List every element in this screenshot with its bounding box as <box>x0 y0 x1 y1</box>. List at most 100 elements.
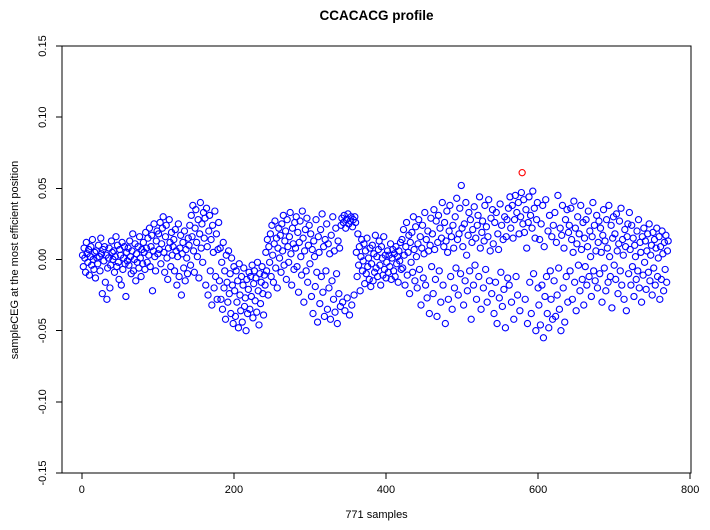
data-point <box>481 201 489 210</box>
data-point <box>415 215 423 224</box>
data-point <box>376 261 384 269</box>
data-point <box>262 248 270 257</box>
data-point <box>355 243 364 251</box>
data-point <box>404 248 412 257</box>
data-point <box>507 298 516 306</box>
data-point <box>650 264 658 272</box>
data-point <box>551 312 560 321</box>
data-point <box>644 268 653 276</box>
x-tick-label: 600 <box>529 484 547 496</box>
data-point <box>269 278 278 286</box>
data-point <box>297 253 305 261</box>
data-point <box>357 253 365 261</box>
data-point <box>535 235 544 244</box>
data-point <box>592 247 600 255</box>
data-point <box>613 247 621 255</box>
data-point <box>199 258 207 266</box>
data-point <box>483 298 491 306</box>
data-point <box>132 250 141 258</box>
data-point <box>556 224 564 232</box>
data-point <box>506 193 514 201</box>
data-point <box>628 221 636 229</box>
data-point <box>333 319 341 328</box>
data-point <box>450 284 459 292</box>
data-point <box>356 287 364 295</box>
data-point <box>287 250 295 258</box>
data-point <box>650 235 659 244</box>
data-point <box>260 271 268 279</box>
data-point <box>449 221 457 229</box>
data-point <box>286 208 294 217</box>
data-point <box>603 244 611 252</box>
data-point <box>94 260 102 268</box>
data-point <box>525 193 533 201</box>
data-point <box>232 267 240 275</box>
data-point <box>335 290 343 298</box>
data-point <box>654 254 662 262</box>
data-point <box>313 268 321 276</box>
data-point <box>568 295 576 304</box>
data-point <box>348 301 356 309</box>
data-point <box>512 272 520 281</box>
data-point <box>626 245 634 254</box>
data-point <box>578 275 586 284</box>
data-point <box>637 298 646 306</box>
data-point <box>234 277 242 285</box>
data-point <box>503 215 511 224</box>
data-point <box>279 211 287 220</box>
data-point <box>508 201 516 210</box>
data-point <box>601 237 609 245</box>
data-point <box>183 254 191 262</box>
data-point <box>470 203 478 211</box>
data-point <box>314 233 322 241</box>
data-point <box>484 233 492 241</box>
data-point <box>305 221 313 229</box>
data-point <box>526 211 535 220</box>
data-point <box>583 281 591 289</box>
data-point <box>492 208 500 217</box>
data-point <box>345 311 354 319</box>
data-point <box>591 277 599 285</box>
data-point <box>596 224 605 232</box>
data-point <box>227 254 236 262</box>
data-point <box>561 318 569 326</box>
data-point <box>615 217 624 225</box>
data-point <box>285 258 293 266</box>
data-point <box>269 251 277 259</box>
data-point <box>145 224 154 232</box>
data-point <box>416 233 424 241</box>
data-point <box>321 235 329 244</box>
data-point <box>307 292 316 301</box>
data-point <box>553 291 561 299</box>
data-point <box>594 238 602 247</box>
data-point <box>316 299 324 308</box>
data-point <box>159 213 167 221</box>
data-point <box>125 261 133 269</box>
data-point <box>313 318 322 326</box>
data-point <box>614 290 622 298</box>
data-point <box>463 287 472 295</box>
data-point <box>439 281 447 289</box>
data-point <box>195 274 203 282</box>
data-point <box>516 213 525 221</box>
data-point <box>388 254 396 262</box>
data-point <box>329 213 337 221</box>
data-point <box>663 278 671 286</box>
data-point <box>437 234 446 242</box>
data-point <box>571 224 580 232</box>
x-tick-label: 800 <box>681 484 699 496</box>
data-point <box>96 267 104 275</box>
data-point <box>575 230 583 238</box>
data-point <box>202 204 211 212</box>
data-point <box>103 295 111 304</box>
data-point <box>354 230 362 238</box>
data-point <box>383 247 392 255</box>
data-point <box>208 301 216 309</box>
data-point <box>205 227 213 235</box>
data-point <box>448 305 456 313</box>
data-point <box>151 267 160 275</box>
data-point <box>658 227 666 235</box>
data-point <box>573 240 581 248</box>
data-point <box>582 215 590 224</box>
data-point <box>541 292 549 301</box>
